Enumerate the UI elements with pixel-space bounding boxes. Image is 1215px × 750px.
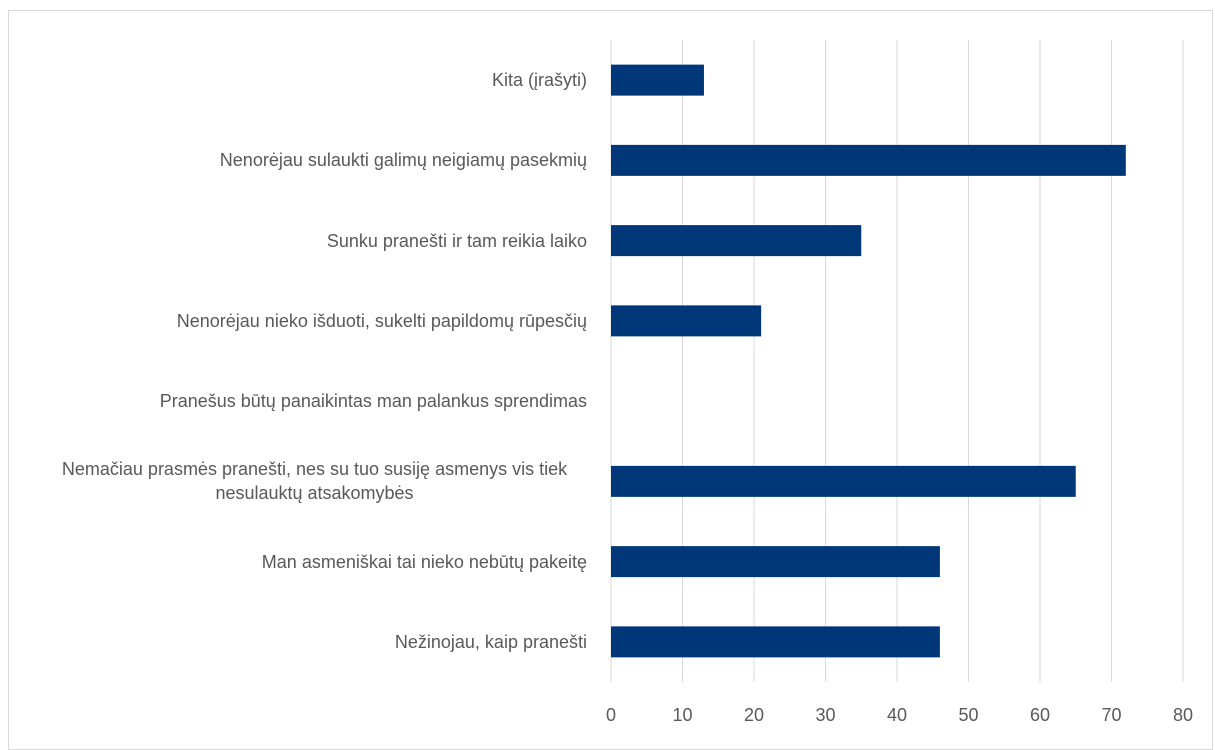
category-text: Pranešus būtų panaikintas man palankus s… <box>159 391 587 412</box>
bar <box>611 64 704 96</box>
bar <box>611 465 1076 497</box>
category-text: Nemačiau prasmės pranešti, nes su tuo su… <box>61 459 568 504</box>
x-tick-label: 10 <box>672 705 692 725</box>
x-tick-label: 40 <box>887 705 907 725</box>
bar <box>611 546 940 578</box>
category-text: Nenorėjau nieko išduoti, sukelti papildo… <box>176 310 587 331</box>
y-tick-label: Nenorėjau nieko išduoti, sukelti papildo… <box>27 291 587 351</box>
x-tick-label: 20 <box>744 705 764 725</box>
category-text: Man asmeniškai tai nieko nebūtų pakeitę <box>261 551 587 572</box>
y-tick-label: Nežinojau, kaip pranešti <box>27 612 587 672</box>
y-tick-label: Nenorėjau sulaukti galimų neigiamų pasek… <box>27 130 587 190</box>
bar <box>611 225 862 257</box>
x-tick-label: 60 <box>1030 705 1050 725</box>
y-tick-label: Man asmeniškai tai nieko nebūtų pakeitę <box>27 532 587 592</box>
y-tick-label: Kita (įrašyti) <box>27 50 587 110</box>
x-tick-label: 50 <box>958 705 978 725</box>
x-tick-label: 80 <box>1173 705 1193 725</box>
x-tick-label: 70 <box>1101 705 1121 725</box>
y-tick-label: Sunku pranešti ir tam reikia laiko <box>27 211 587 271</box>
category-text: Sunku pranešti ir tam reikia laiko <box>326 230 587 251</box>
y-tick-label: Nemačiau prasmės pranešti, nes su tuo su… <box>27 451 587 511</box>
x-tick-label: 30 <box>815 705 835 725</box>
category-text: Kita (įrašyti) <box>491 70 587 91</box>
bar <box>611 305 762 337</box>
category-text: Nenorėjau sulaukti galimų neigiamų pasek… <box>219 150 587 171</box>
x-tick-label: 0 <box>606 705 616 725</box>
y-tick-label: Pranešus būtų panaikintas man palankus s… <box>27 371 587 431</box>
category-text: Nežinojau, kaip pranešti <box>394 631 587 652</box>
bar <box>611 626 940 658</box>
bar <box>611 144 1126 176</box>
